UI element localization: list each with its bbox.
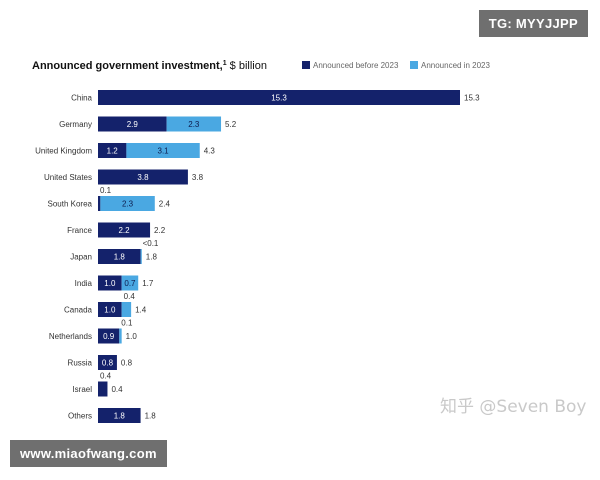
category-label: France (67, 226, 92, 235)
data-label: 0.4 (124, 292, 136, 301)
chart-svg: Announced government investment,1 $ bill… (32, 60, 491, 423)
bar-segment-1 (126, 143, 200, 158)
data-label: 1.0 (104, 279, 116, 288)
data-label: 0.9 (103, 332, 115, 341)
data-label: 2.3 (188, 120, 200, 129)
category-label: Canada (64, 306, 93, 315)
legend-label-1: Announced in 2023 (421, 61, 491, 70)
total-label: 1.0 (126, 332, 138, 341)
total-label: 2.4 (159, 200, 171, 209)
total-label: 5.2 (225, 120, 237, 129)
bar-segment-0 (98, 381, 108, 397)
bar-segment-0 (98, 408, 141, 423)
category-label: Netherlands (49, 332, 92, 341)
category-label: India (75, 279, 93, 288)
bar-segment-1 (100, 196, 155, 211)
category-label: Germany (59, 120, 92, 129)
total-label: 1.7 (142, 279, 154, 288)
data-label: 3.8 (137, 173, 149, 182)
data-label: 1.8 (114, 253, 126, 262)
data-label: 1.0 (104, 306, 116, 315)
chart-area: Announced government investment,1 $ bill… (20, 44, 580, 434)
data-label: 15.3 (271, 94, 287, 103)
data-label: 2.9 (127, 120, 139, 129)
bar-segment-1 (119, 328, 122, 344)
category-label: South Korea (48, 200, 93, 209)
category-label: Russia (68, 359, 93, 368)
legend-swatch-0 (302, 61, 310, 69)
total-label: 1.8 (146, 253, 158, 262)
bar-segment-0 (98, 328, 120, 344)
bar-segment-1 (140, 249, 142, 264)
category-label: Japan (70, 253, 92, 262)
data-label: 0.7 (124, 279, 136, 288)
total-label: 15.3 (464, 94, 480, 103)
bar-segment-0 (98, 143, 127, 158)
bar-segment-1 (121, 302, 132, 317)
total-label: 2.2 (154, 226, 166, 235)
data-label: <0.1 (143, 239, 159, 248)
site-badge: www.miaofwang.com (10, 440, 167, 467)
bar-segment-0 (98, 169, 188, 185)
total-label: 0.4 (111, 385, 123, 394)
data-label: 2.2 (118, 226, 130, 235)
legend-swatch-1 (410, 61, 418, 69)
total-label: 0.8 (121, 359, 133, 368)
bar-segment-0 (98, 355, 117, 370)
bar-segment-0 (98, 222, 151, 238)
data-label: 1.2 (107, 147, 119, 156)
category-label: Israel (72, 385, 92, 394)
bar-segment-0 (98, 196, 101, 211)
data-label: 3.1 (158, 147, 170, 156)
bar-segment-1 (166, 116, 222, 132)
watermark-text: 知乎 @Seven Boy (440, 397, 587, 417)
data-label: 0.1 (100, 186, 112, 195)
category-label: United States (44, 173, 92, 182)
total-label: 3.8 (192, 173, 204, 182)
category-label: China (71, 94, 92, 103)
data-label: 0.4 (100, 372, 112, 381)
data-label: 1.8 (114, 412, 126, 421)
bar-segment-0 (98, 275, 122, 291)
total-label: 1.8 (145, 412, 157, 421)
data-label: 0.1 (121, 319, 133, 328)
bar-segment-1 (121, 275, 139, 291)
category-label: Others (68, 412, 92, 421)
total-label: 1.4 (135, 306, 147, 315)
legend-label-0: Announced before 2023 (313, 61, 399, 70)
bar-segment-0 (98, 116, 167, 132)
data-label: 2.3 (122, 200, 134, 209)
category-label: United Kingdom (35, 147, 92, 156)
bar-segment-0 (98, 90, 460, 105)
chart-title: Announced government investment,1 $ bill… (32, 60, 267, 72)
total-label: 4.3 (204, 147, 216, 156)
top-badge: TG: MYYJJPP (478, 10, 588, 37)
bar-segment-0 (98, 302, 122, 317)
bar-segment-0 (98, 249, 141, 264)
data-label: 0.8 (102, 359, 114, 368)
